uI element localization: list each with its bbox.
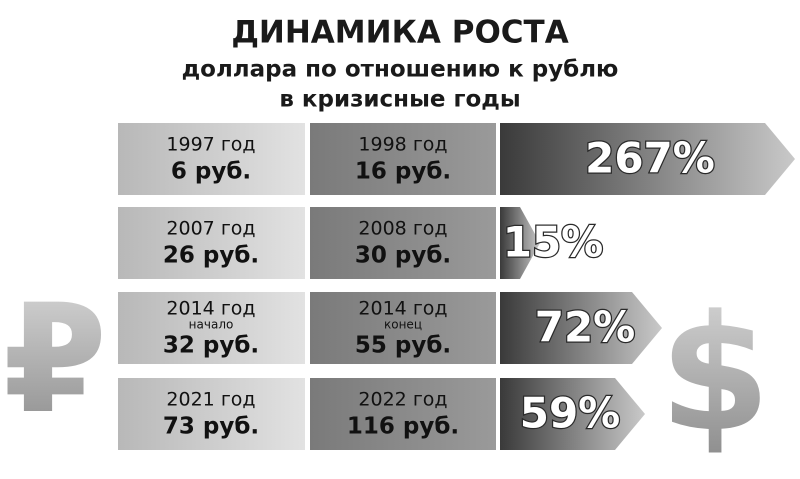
amount: 55 руб. (355, 333, 451, 359)
to-cell (310, 378, 496, 450)
growth-percent: 72% (535, 303, 636, 352)
to-cell (310, 292, 496, 364)
amount: 30 руб. (355, 243, 451, 269)
amount: 116 руб. (347, 414, 459, 440)
year: 2022 год (358, 389, 447, 411)
amount: 32 руб. (163, 333, 259, 359)
year: 2014 год (358, 298, 447, 320)
to-cell (310, 123, 496, 195)
amount: 16 руб. (355, 159, 451, 185)
note: начало (189, 318, 234, 332)
year: 1998 год (358, 134, 447, 156)
subtitle: доллара по отношению к рублю (182, 57, 619, 83)
amount: 26 руб. (163, 243, 259, 269)
growth-arrow (500, 378, 645, 450)
growth-percent: 59% (520, 389, 621, 438)
from-cell (118, 292, 305, 364)
growth-arrow (500, 207, 540, 279)
year: 2021 год (166, 389, 255, 411)
from-cell (118, 378, 305, 450)
from-cell (118, 123, 305, 195)
amount: 6 руб. (171, 159, 251, 185)
dollar-icon: $ (659, 280, 770, 467)
year: 1997 год (166, 134, 255, 156)
amount: 73 руб. (163, 414, 259, 440)
note: конец (384, 318, 422, 332)
from-cell (118, 207, 305, 279)
growth-arrow (500, 292, 662, 364)
growth-arrow (500, 123, 795, 195)
to-cell (310, 207, 496, 279)
year: 2007 год (166, 218, 255, 240)
growth-percent: 267% (585, 134, 715, 183)
subtitle: в кризисные годы (279, 87, 520, 113)
year: 2014 год (166, 298, 255, 320)
year: 2008 год (358, 218, 447, 240)
title: ДИНАМИКА РОСТА (231, 15, 568, 51)
ruble-icon: ₽ (3, 273, 107, 447)
growth-percent: 15% (503, 218, 604, 267)
